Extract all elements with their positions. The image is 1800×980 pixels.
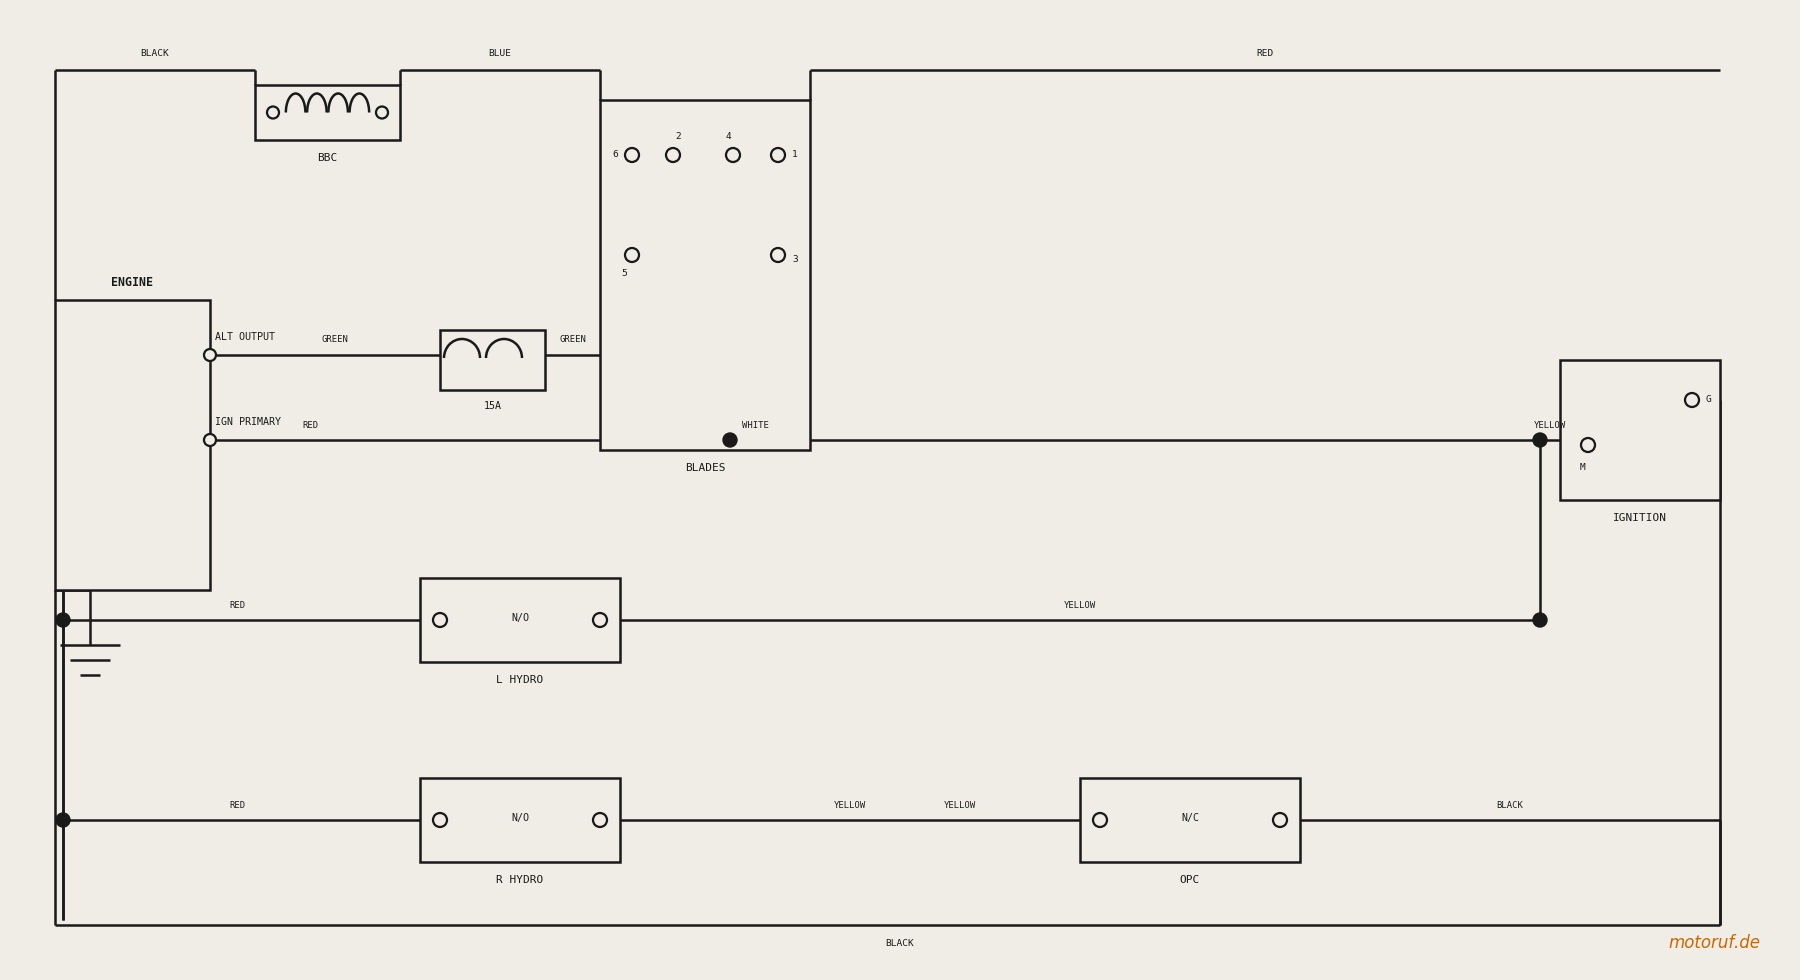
Text: motoruf.de: motoruf.de (1669, 934, 1760, 952)
Circle shape (724, 433, 736, 447)
Circle shape (592, 813, 607, 827)
FancyBboxPatch shape (1080, 778, 1300, 862)
Text: G: G (1706, 396, 1712, 405)
Text: BBC: BBC (317, 153, 338, 163)
Text: WHITE: WHITE (742, 420, 769, 429)
Text: 4: 4 (725, 132, 731, 141)
Circle shape (434, 813, 446, 827)
Text: IGNITION: IGNITION (1613, 513, 1667, 523)
Text: 15A: 15A (484, 401, 502, 411)
Text: M: M (1580, 463, 1586, 471)
Text: YELLOW: YELLOW (1064, 601, 1096, 610)
FancyBboxPatch shape (419, 578, 619, 662)
Circle shape (725, 148, 740, 162)
Text: BLADES: BLADES (684, 463, 725, 473)
Text: RED: RED (229, 601, 245, 610)
Text: BLACK: BLACK (886, 939, 914, 948)
Circle shape (203, 434, 216, 446)
FancyBboxPatch shape (419, 778, 619, 862)
Text: YELLOW: YELLOW (1534, 420, 1566, 429)
Text: 5: 5 (621, 269, 626, 277)
Text: ENGINE: ENGINE (112, 275, 153, 288)
Text: R HYDRO: R HYDRO (497, 875, 544, 885)
FancyBboxPatch shape (256, 85, 400, 140)
Text: BLACK: BLACK (1496, 801, 1523, 809)
Text: BLUE: BLUE (488, 50, 511, 59)
Circle shape (56, 813, 70, 827)
Circle shape (770, 148, 785, 162)
Text: ALT OUTPUT: ALT OUTPUT (214, 332, 275, 342)
Text: RED: RED (1256, 50, 1274, 59)
Text: GREEN: GREEN (560, 335, 587, 345)
Circle shape (770, 248, 785, 262)
Circle shape (625, 148, 639, 162)
Text: GREEN: GREEN (322, 335, 349, 345)
Text: 2: 2 (675, 132, 680, 141)
Text: RED: RED (302, 420, 319, 429)
Circle shape (434, 613, 446, 627)
Circle shape (203, 349, 216, 361)
Text: OPC: OPC (1179, 875, 1201, 885)
Text: IGN PRIMARY: IGN PRIMARY (214, 417, 281, 427)
Text: RED: RED (229, 801, 245, 809)
Circle shape (376, 107, 389, 119)
FancyBboxPatch shape (439, 330, 545, 390)
Circle shape (1093, 813, 1107, 827)
Text: YELLOW: YELLOW (943, 801, 976, 809)
Text: N/C: N/C (1181, 813, 1199, 823)
Circle shape (1273, 813, 1287, 827)
Text: N/O: N/O (511, 813, 529, 823)
Circle shape (1685, 393, 1699, 407)
Text: 3: 3 (792, 256, 797, 265)
Circle shape (56, 613, 70, 627)
Circle shape (1580, 438, 1595, 452)
Text: 6: 6 (612, 151, 617, 160)
Circle shape (266, 107, 279, 119)
Text: 1: 1 (792, 151, 797, 160)
Text: L HYDRO: L HYDRO (497, 675, 544, 685)
FancyBboxPatch shape (599, 100, 810, 450)
FancyBboxPatch shape (56, 300, 211, 590)
FancyBboxPatch shape (1561, 360, 1721, 500)
Text: YELLOW: YELLOW (833, 801, 866, 809)
Circle shape (625, 248, 639, 262)
Text: N/O: N/O (511, 613, 529, 623)
Circle shape (1534, 613, 1546, 627)
Text: BLACK: BLACK (140, 50, 169, 59)
Circle shape (666, 148, 680, 162)
Circle shape (592, 613, 607, 627)
Circle shape (1534, 433, 1546, 447)
